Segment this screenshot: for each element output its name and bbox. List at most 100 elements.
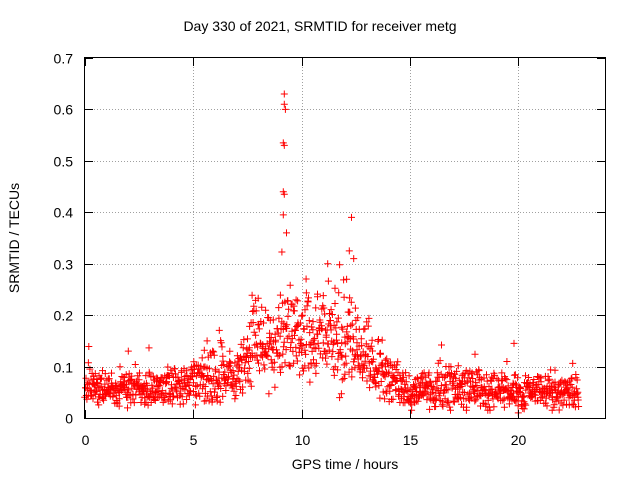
y-tick-label: 0.5 [54, 154, 74, 170]
data-point [281, 105, 289, 113]
data-point [418, 378, 426, 386]
data-point [303, 302, 311, 310]
data-point [315, 344, 323, 352]
data-point [332, 324, 340, 332]
data-point [452, 374, 460, 382]
data-point [338, 323, 346, 331]
data-point [130, 399, 138, 407]
data-point [559, 401, 567, 409]
data-point [349, 347, 357, 355]
data-point [292, 352, 300, 360]
data-point [177, 368, 185, 376]
data-point [339, 325, 347, 333]
data-point [493, 375, 501, 383]
data-point [248, 291, 256, 299]
data-point [472, 396, 480, 404]
data-point [132, 391, 140, 399]
data-point [213, 394, 221, 401]
data-point [450, 398, 458, 406]
data-point [219, 357, 227, 365]
data-point [468, 369, 476, 377]
data-point [324, 277, 332, 285]
data-point [207, 392, 215, 400]
data-point [239, 383, 247, 391]
data-point [196, 392, 204, 400]
data-point [560, 396, 568, 404]
data-point [306, 378, 314, 386]
data-point [411, 383, 418, 391]
data-point [347, 322, 355, 330]
data-point [280, 190, 288, 198]
data-point [359, 374, 366, 382]
data-point [308, 347, 316, 355]
data-point [427, 378, 435, 386]
data-point [312, 369, 320, 377]
data-point [170, 393, 178, 401]
data-point [364, 353, 372, 360]
data-point [265, 390, 273, 398]
data-point [209, 347, 217, 355]
data-point [171, 383, 179, 391]
data-point [544, 377, 552, 385]
data-point [482, 400, 490, 408]
data-point [338, 353, 346, 361]
data-point [269, 316, 277, 324]
data-point [191, 391, 199, 399]
data-point [334, 355, 342, 363]
data-point [231, 395, 239, 403]
data-point [522, 401, 530, 409]
data-point [340, 375, 348, 382]
x-tick-label: 0 [82, 432, 90, 448]
data-point [336, 394, 344, 402]
data-point [341, 333, 349, 341]
data-point [280, 338, 288, 346]
data-point [364, 322, 372, 330]
data-point [402, 369, 410, 377]
data-point [220, 361, 228, 369]
data-point [258, 303, 266, 311]
data-point [514, 374, 522, 382]
data-point [235, 376, 243, 384]
data-point [449, 397, 457, 405]
data-point [450, 382, 458, 390]
data-point [319, 339, 327, 347]
data-point [226, 347, 234, 355]
data-point [379, 388, 387, 396]
data-point [282, 346, 290, 354]
grid [85, 58, 605, 418]
data-point [465, 374, 473, 382]
data-point [261, 365, 269, 373]
data-point [405, 372, 413, 380]
data-point [218, 343, 226, 351]
data-point [146, 370, 154, 378]
data-point [455, 390, 463, 398]
data-point [274, 329, 282, 337]
data-point [343, 275, 351, 283]
data-point [215, 326, 223, 334]
data-point [97, 382, 105, 390]
data-point [330, 371, 338, 379]
data-point [125, 386, 133, 394]
data-point [316, 350, 324, 358]
data-point [212, 365, 220, 373]
data-point [262, 306, 270, 314]
data-point [191, 401, 199, 409]
data-point [191, 362, 198, 370]
data-point [156, 382, 164, 390]
data-point [286, 281, 294, 289]
data-point [345, 247, 353, 255]
x-tick-label: 20 [511, 432, 527, 448]
data-point [493, 393, 501, 401]
data-point [377, 378, 385, 385]
data-point [334, 314, 342, 322]
data-point [393, 361, 401, 369]
data-point [426, 405, 434, 413]
data-point [363, 377, 371, 385]
y-tick-label: 0.1 [54, 360, 74, 376]
data-point [198, 354, 206, 362]
data-point [179, 400, 187, 408]
data-point [381, 395, 389, 403]
data-point [253, 352, 261, 360]
data-point [385, 368, 393, 376]
data-point [149, 372, 157, 380]
